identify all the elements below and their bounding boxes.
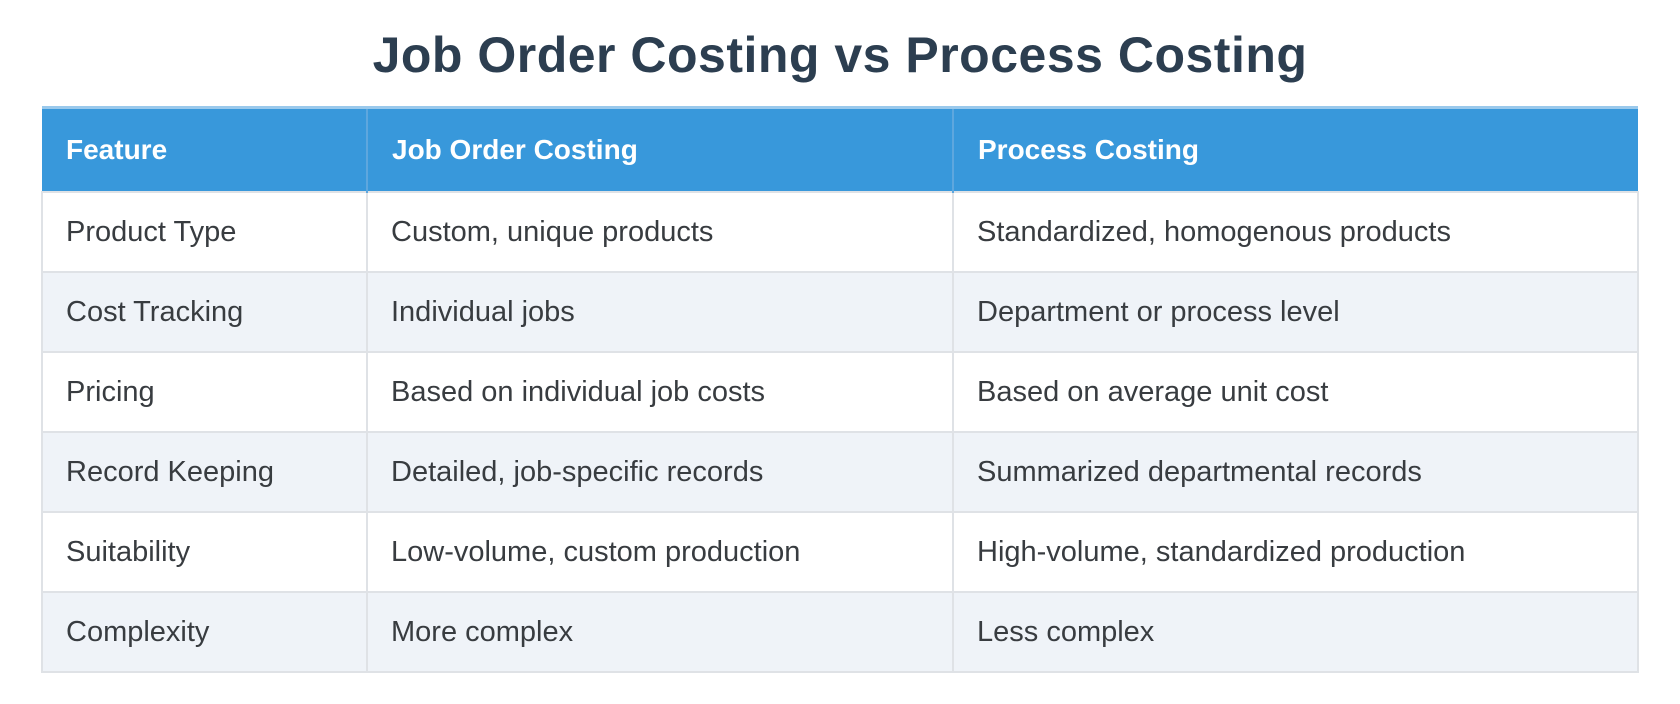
job-order-costing-cell: Detailed, job-specific records bbox=[366, 431, 954, 513]
job-order-costing-cell: Based on individual job costs bbox=[366, 351, 954, 433]
header-row: Feature Job Order Costing Process Costin… bbox=[42, 106, 1638, 192]
process-costing-cell: High-volume, standardized production bbox=[952, 511, 1639, 593]
feature-cell: Record Keeping bbox=[41, 431, 368, 513]
header-cell-feature: Feature bbox=[42, 106, 367, 192]
feature-cell: Product Type bbox=[41, 191, 368, 273]
header-cell-process-costing: Process Costing bbox=[952, 106, 1638, 192]
table-row: Cost Tracking Individual jobs Department… bbox=[41, 271, 1639, 353]
feature-cell: Suitability bbox=[41, 511, 368, 593]
process-costing-cell: Standardized, homogenous products bbox=[952, 191, 1639, 273]
job-order-costing-cell: More complex bbox=[366, 591, 954, 673]
job-order-costing-cell: Custom, unique products bbox=[366, 191, 954, 273]
table-row: Pricing Based on individual job costs Ba… bbox=[41, 351, 1639, 433]
table-row: Record Keeping Detailed, job-specific re… bbox=[41, 431, 1639, 513]
feature-cell: Pricing bbox=[41, 351, 368, 433]
process-costing-cell: Summarized departmental records bbox=[952, 431, 1639, 513]
table-row: Product Type Custom, unique products Sta… bbox=[41, 191, 1639, 273]
comparison-table: Feature Job Order Costing Process Costin… bbox=[41, 106, 1639, 673]
process-costing-cell: Based on average unit cost bbox=[952, 351, 1639, 433]
header-cell-job-order-costing: Job Order Costing bbox=[366, 106, 953, 192]
feature-cell: Complexity bbox=[41, 591, 368, 673]
table-row: Suitability Low-volume, custom productio… bbox=[41, 511, 1639, 593]
page-title: Job Order Costing vs Process Costing bbox=[372, 27, 1308, 83]
job-order-costing-cell: Individual jobs bbox=[366, 271, 954, 353]
feature-cell: Cost Tracking bbox=[41, 271, 368, 353]
process-costing-cell: Less complex bbox=[952, 591, 1639, 673]
table-row: Complexity More complex Less complex bbox=[41, 591, 1639, 673]
process-costing-cell: Department or process level bbox=[952, 271, 1639, 353]
job-order-costing-cell: Low-volume, custom production bbox=[366, 511, 954, 593]
